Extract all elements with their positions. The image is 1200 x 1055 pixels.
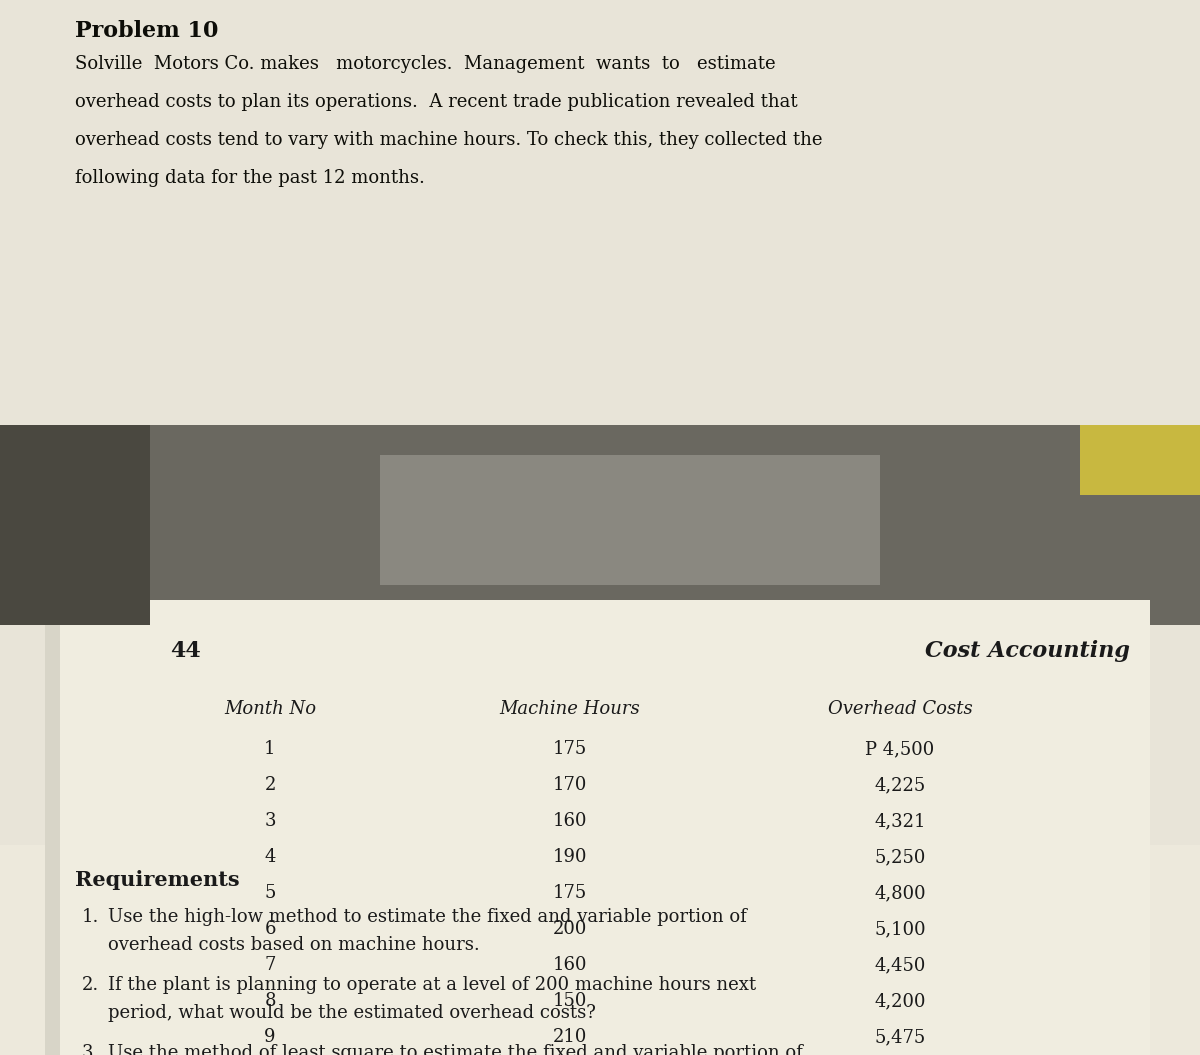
Text: 5: 5 — [264, 884, 276, 902]
Bar — [0, 425, 1200, 625]
Text: 4,321: 4,321 — [875, 812, 925, 830]
Text: following data for the past 12 months.: following data for the past 12 months. — [74, 169, 425, 187]
Text: 160: 160 — [553, 956, 587, 974]
Text: 4,800: 4,800 — [874, 884, 926, 902]
Text: 3: 3 — [264, 812, 276, 830]
Text: 175: 175 — [553, 740, 587, 757]
Text: 9: 9 — [264, 1028, 276, 1046]
Bar — [0, 0, 1200, 455]
Text: 150: 150 — [553, 992, 587, 1010]
Text: overhead costs based on machine hours.: overhead costs based on machine hours. — [108, 936, 480, 954]
Text: Solville  Motors Co. makes   motorcycles.  Management  wants  to   estimate: Solville Motors Co. makes motorcycles. M… — [74, 55, 775, 73]
Text: Machine Hours: Machine Hours — [499, 701, 641, 718]
Bar — [1080, 425, 1200, 495]
Text: 210: 210 — [553, 1028, 587, 1046]
Bar — [0, 425, 150, 625]
Text: period, what would be the estimated overhead costs?: period, what would be the estimated over… — [108, 1004, 596, 1022]
Text: 4: 4 — [264, 848, 276, 866]
Text: 200: 200 — [553, 920, 587, 938]
Text: P 4,500: P 4,500 — [865, 740, 935, 757]
Text: Overhead Costs: Overhead Costs — [828, 701, 972, 718]
Bar — [50, 600, 1150, 1055]
Bar — [46, 600, 60, 1055]
Text: 5,100: 5,100 — [874, 920, 926, 938]
Text: 44: 44 — [170, 640, 200, 661]
Text: Use the method of least square to estimate the fixed and variable portion of: Use the method of least square to estima… — [108, 1044, 803, 1055]
Text: 4,450: 4,450 — [875, 956, 925, 974]
Text: 5,475: 5,475 — [875, 1028, 925, 1046]
Text: 1: 1 — [264, 740, 276, 757]
Text: 6: 6 — [264, 920, 276, 938]
Text: Month No: Month No — [224, 701, 316, 718]
Text: 2.: 2. — [82, 976, 100, 994]
Text: 170: 170 — [553, 776, 587, 794]
Text: If the plant is planning to operate at a level of 200 machine hours next: If the plant is planning to operate at a… — [108, 976, 756, 994]
Text: 2: 2 — [264, 776, 276, 794]
Text: Cost Accounting: Cost Accounting — [925, 640, 1130, 661]
Text: overhead costs to plan its operations.  A recent trade publication revealed that: overhead costs to plan its operations. A… — [74, 93, 798, 111]
Text: Requirements: Requirements — [74, 870, 240, 890]
Text: 175: 175 — [553, 884, 587, 902]
Bar — [0, 845, 1200, 1055]
Text: Use the high-low method to estimate the fixed and variable portion of: Use the high-low method to estimate the … — [108, 908, 746, 926]
Text: Problem 10: Problem 10 — [74, 20, 218, 42]
Bar — [380, 455, 880, 586]
Text: 7: 7 — [264, 956, 276, 974]
Text: 3.: 3. — [82, 1044, 100, 1055]
Text: 5,250: 5,250 — [875, 848, 925, 866]
Text: 160: 160 — [553, 812, 587, 830]
Text: 190: 190 — [553, 848, 587, 866]
Text: 8: 8 — [264, 992, 276, 1010]
Text: overhead costs tend to vary with machine hours. To check this, they collected th: overhead costs tend to vary with machine… — [74, 131, 822, 149]
Text: 4,200: 4,200 — [875, 992, 925, 1010]
Text: 1.: 1. — [82, 908, 100, 926]
Text: 4,225: 4,225 — [875, 776, 925, 794]
Bar — [0, 855, 1200, 1055]
